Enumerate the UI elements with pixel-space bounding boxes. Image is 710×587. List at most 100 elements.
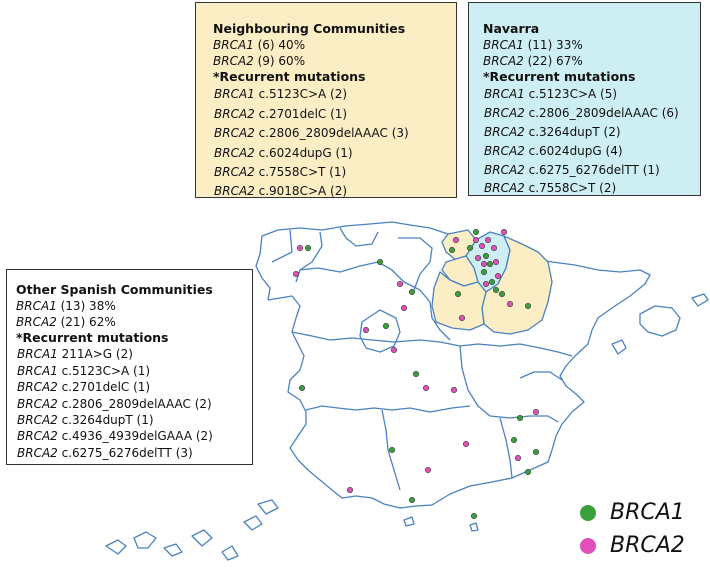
brca2-dot: [492, 258, 499, 265]
community-borders: [271, 227, 573, 491]
legend-dot-brca1: [580, 505, 596, 521]
brca2-dot: [484, 237, 491, 244]
brca1-dot: [408, 288, 415, 295]
mutation-item: BRCA2 c.7558C>T (1): [214, 165, 347, 180]
navarra-subtitle: *Recurrent mutations: [483, 69, 636, 85]
mutation-item: BRCA2 c.2806_2809delAAAC (2): [17, 396, 212, 411]
brca1-dot: [486, 260, 493, 267]
brca2-dot: [478, 243, 485, 250]
other-subtitle: *Recurrent mutations: [16, 330, 169, 346]
other-summary-brca2: BRCA2 (21) 62%: [16, 315, 116, 330]
neighbouring-title: Neighbouring Communities: [213, 21, 406, 36]
other-title: Other Spanish Communities: [16, 282, 213, 297]
ibiza-island: [611, 339, 627, 355]
legend-label-brca2: BRCA2: [610, 533, 685, 558]
brca1-dot: [298, 384, 305, 391]
brca1-dot: [382, 322, 389, 329]
neighbouring-summary-brca2: BRCA2 (9) 60%: [213, 54, 306, 69]
brca2-dot: [422, 384, 429, 391]
brca2-dot: [494, 272, 501, 279]
menorca-island: [691, 293, 709, 307]
mutation-item: BRCA2 c.9018C>A (2): [214, 184, 348, 199]
legend-dot-brca2: [580, 538, 596, 554]
brca1-dot: [524, 468, 531, 475]
brca2-dot: [424, 466, 431, 473]
brca1-dot: [532, 448, 539, 455]
navarra-summary-brca2: BRCA2 (22) 67%: [483, 54, 583, 69]
brca1-dot: [376, 258, 383, 265]
mutation-item: BRCA1 c.5123C>A (1): [17, 363, 151, 378]
other-communities-box: Other Spanish Communities BRCA1 (13) 38%…: [6, 269, 253, 465]
brca2-dot: [292, 270, 299, 277]
brca2-dot: [474, 255, 481, 262]
mallorca-island: [639, 305, 681, 337]
brca1-dot: [412, 370, 419, 377]
brca1-dot: [448, 247, 455, 254]
navarra-title: Navarra: [483, 21, 540, 36]
brca2-dot: [296, 245, 303, 252]
brca1-dot: [524, 302, 531, 309]
brca1-dot: [304, 245, 311, 252]
brca1-dot: [482, 253, 489, 260]
brca1-dot: [388, 446, 395, 453]
legend-label-brca1: BRCA1: [610, 500, 685, 525]
brca2-dot: [400, 304, 407, 311]
canary-islands: [105, 499, 279, 561]
brca1-dot: [470, 512, 477, 519]
castilla-leon-neighbour-region: [431, 271, 487, 331]
navarra-box: Navarra BRCA1 (11) 33% BRCA2 (22) 67% *R…: [468, 2, 701, 196]
mutation-item: BRCA2 c.6024dupG (4): [484, 143, 623, 158]
brca2-dot: [452, 237, 459, 244]
brca2-dot: [396, 280, 403, 287]
mutation-item: BRCA2 c.2701delC (1): [214, 106, 348, 121]
mutation-item: BRCA2 c.3264dupT (1): [17, 413, 154, 428]
brca2-dot: [480, 260, 487, 267]
melilla-outline: [469, 522, 479, 532]
mutation-item: BRCA2 c.2701delC (1): [17, 380, 151, 395]
brca2-dot: [390, 346, 397, 353]
mutation-item: BRCA2 c.4936_4939delGAAA (2): [17, 429, 213, 444]
mutation-item: BRCA1 c.5123C>A (2): [214, 87, 348, 102]
mutation-item: BRCA2 c.3264dupT (2): [484, 125, 621, 139]
mutation-item: BRCA2 c.6275_6276delTT (1): [484, 162, 660, 177]
brca2-dot: [506, 300, 513, 307]
brca1-dot: [510, 436, 517, 443]
brca1-dot: [408, 496, 415, 503]
neighbouring-subtitle: *Recurrent mutations: [213, 69, 366, 85]
brca1-dot: [488, 278, 495, 285]
brca2-dot: [450, 386, 457, 393]
brca2-dot: [346, 486, 353, 493]
other-summary-brca1: BRCA1 (13) 38%: [16, 299, 116, 313]
brca2-dot: [490, 245, 497, 252]
brca2-dot: [532, 408, 539, 415]
mutation-item: BRCA1 c.5123C>A (5): [484, 87, 618, 102]
navarra-summary-brca1: BRCA1 (11) 33%: [483, 38, 583, 52]
brca1-dots: [298, 229, 539, 519]
brca1-dot: [472, 229, 479, 236]
brca2-dot: [362, 326, 369, 333]
mutation-item: BRCA2 c.7558C>T (2): [484, 181, 617, 196]
mutation-item: BRCA2 c.2806_2809delAAAC (6): [484, 106, 679, 121]
mutation-item: BRCA1 211A>G (2): [17, 347, 133, 362]
brca1-dot: [516, 414, 523, 421]
mutation-item: BRCA2 c.6024dupG (1): [214, 145, 353, 160]
brca2-dot: [472, 237, 479, 244]
brca2-dot: [482, 280, 489, 287]
brca1-dot: [492, 286, 499, 293]
brca2-dots: [292, 229, 539, 493]
brca2-dot: [458, 314, 465, 321]
neighbouring-communities-box: Neighbouring Communities BRCA1 (6) 40% B…: [195, 2, 457, 198]
brca1-dot: [498, 290, 505, 297]
legend-item-brca2: BRCA2: [580, 533, 685, 559]
mutation-item: BRCA2 c.6275_6276delTT (3): [17, 445, 193, 460]
brca1-dot: [480, 268, 487, 275]
brca1-dot: [454, 290, 461, 297]
mutation-item: BRCA2 c.2806_2809delAAAC (3): [214, 126, 409, 141]
brca2-dot: [514, 454, 521, 461]
neighbouring-summary-brca1: BRCA1 (6) 40%: [213, 38, 306, 52]
aragon-region: [481, 235, 553, 335]
legend-item-brca1: BRCA1: [580, 500, 685, 526]
ceuta-outline: [403, 516, 415, 527]
brca2-dot: [500, 229, 507, 236]
